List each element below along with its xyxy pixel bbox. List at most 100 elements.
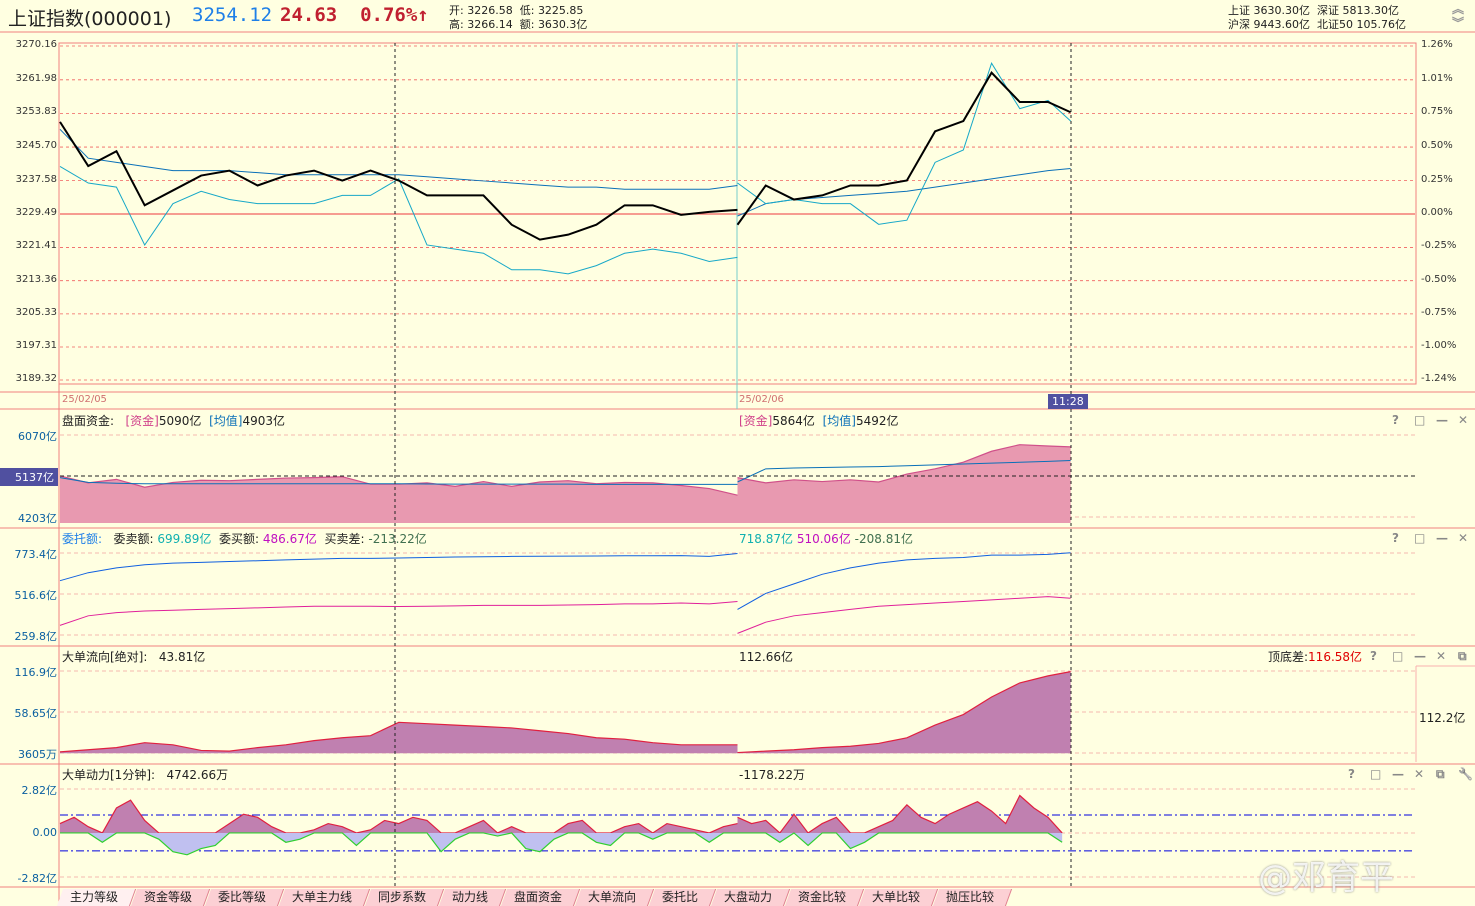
market-amounts-2: 沪深 9443.60亿 北证50 105.76亿 (1228, 18, 1406, 31)
tab-1[interactable]: 资金等级 (130, 889, 211, 906)
tab-6[interactable]: 盘面资金 (501, 889, 581, 906)
y-tick-right-label: -0.25% (1421, 240, 1457, 252)
tab-5[interactable]: 动力线 (438, 889, 507, 906)
tab-2[interactable]: 委比等级 (204, 889, 285, 906)
y-tick-label: 3261.98 (15, 72, 57, 84)
close-icon[interactable]: ✕ (1414, 767, 1425, 781)
tab-4[interactable]: 同步系数 (364, 889, 445, 906)
minimize-icon[interactable]: — (1392, 767, 1404, 781)
flow-tick-label: 116.9亿 (14, 666, 58, 679)
y-tick-right-label: -1.24% (1421, 373, 1457, 384)
y-tick-label: 3253.83 (15, 106, 57, 118)
orders-panel-day2: 718.87亿 510.06亿 -208.81亿 (739, 532, 913, 546)
y-tick-right-label: -1.00% (1421, 339, 1457, 351)
power-negative-area-edge (60, 832, 738, 856)
power-negative-area-edge (737, 832, 1063, 850)
maximize-icon[interactable]: □ (1414, 413, 1426, 427)
y-tick-label: 3197.31 (15, 339, 57, 351)
tab-7[interactable]: 大单流向 (575, 889, 655, 906)
flow-spread: 顶底差:116.58亿 (1268, 650, 1363, 664)
high-amount: 高: 3266.14 额: 3630.3亿 (449, 18, 588, 31)
maximize-icon[interactable]: □ (1370, 767, 1382, 781)
equal-weight-index-line (737, 62, 1071, 225)
tab-0[interactable]: 主力等级 (56, 889, 137, 906)
date-day2: 25/02/06 (739, 394, 784, 405)
flow-tick-label: 58.65亿 (14, 706, 58, 720)
flow-area-edge (59, 721, 738, 753)
restore-icon[interactable]: ⧉ (1436, 767, 1445, 781)
index-name: 上证指数(000001) (8, 8, 172, 30)
flow-panel-day2: 112.66亿 (739, 650, 793, 664)
scroll-down-icon[interactable]: ︾ (1452, 16, 1465, 30)
tab-label: 抛压比较 (946, 890, 995, 904)
power-tick-label: -2.82亿 (17, 871, 57, 885)
fund-average-line (59, 477, 738, 485)
tab-label: 盘面资金 (514, 890, 563, 904)
fund-area (737, 444, 1071, 523)
tab-10[interactable]: 资金比较 (785, 889, 865, 906)
help-icon[interactable]: ? (1392, 413, 1399, 427)
tab-label: 大盘动力 (724, 890, 773, 904)
tab-12[interactable]: 抛压比较 (933, 889, 1013, 906)
tab-label: 动力线 (452, 890, 489, 904)
restore-icon[interactable]: ⧉ (1458, 649, 1467, 663)
scroll-up-icon[interactable]: ︽ (1452, 2, 1465, 16)
help-icon[interactable]: ? (1370, 649, 1377, 663)
price-line (59, 121, 738, 241)
cursor-time-flag: 11:28 (1048, 394, 1088, 409)
fund-reference-label: 5137亿 (0, 467, 58, 486)
flow-panel-title: 大单流向[绝对]: 43.81亿 (62, 650, 206, 664)
settings-wrench-icon[interactable]: 🔧 (1458, 767, 1473, 781)
close-icon[interactable]: ✕ (1458, 413, 1469, 427)
maximize-icon[interactable]: □ (1392, 649, 1404, 663)
power-positive-area-edge (737, 794, 1063, 834)
fund-area-edge (737, 444, 1071, 484)
up-arrow-icon: ↑ (417, 4, 429, 26)
sell-orders-line (59, 553, 738, 582)
power-negative-area (60, 832, 738, 855)
y-tick-right-label: 1.01% (1421, 72, 1453, 84)
minimize-icon[interactable]: — (1414, 649, 1426, 663)
tab-label: 大单主力线 (292, 890, 353, 904)
flow-tick-label: 3605万 (18, 748, 57, 761)
close-icon[interactable]: ✕ (1436, 649, 1447, 663)
minimize-icon[interactable]: — (1436, 531, 1448, 545)
close-icon[interactable]: ✕ (1458, 531, 1469, 545)
minimize-icon[interactable]: — (1436, 413, 1448, 427)
tab-label: 大单流向 (588, 890, 637, 904)
buy-orders-line (737, 596, 1071, 634)
y-tick-label: 3205.33 (15, 306, 57, 318)
market-amounts-1: 上证 3630.30亿 深证 5813.30亿 (1228, 4, 1399, 17)
maximize-icon[interactable]: □ (1414, 531, 1426, 545)
equal-weight-index-line (59, 166, 738, 275)
y-tick-label: 3221.41 (15, 240, 57, 252)
help-icon[interactable]: ? (1392, 531, 1399, 545)
orders-panel-title: 委托额: 委卖额: 699.89亿 委买额: 486.67亿 买卖差: -213… (62, 532, 427, 546)
power-panel-day2: -1178.22万 (739, 768, 805, 782)
flow-area-edge (737, 671, 1071, 754)
y-tick-label: 3213.36 (15, 273, 57, 285)
index-change: 24.63 0.76%↑ (280, 4, 429, 26)
orders-tick-label: 773.4亿 (14, 548, 58, 561)
index-price: 3254.12 (192, 4, 273, 26)
y-tick-label: 3270.16 (15, 39, 57, 50)
fund-panel-title: 盘面资金: [资金]5090亿 [均值]4903亿 (62, 414, 285, 428)
tab-label: 大单比较 (872, 890, 921, 904)
tab-9[interactable]: 大盘动力 (711, 889, 791, 906)
price-line (736, 71, 1072, 226)
help-icon[interactable]: ? (1348, 767, 1355, 781)
tab-label: 委比等级 (218, 890, 267, 904)
average-price-line (737, 168, 1071, 217)
y-tick-right-label: 0.75% (1421, 106, 1453, 118)
indicator-tabs: 主力等级 资金等级 委比等级 大单主力线 同步系数 动力线 盘面资金 大单流向 委托比 大盘动力 资… (56, 889, 1013, 906)
tab-3[interactable]: 大单主力线 (278, 889, 371, 906)
y-tick-right-label: 0.00% (1421, 207, 1453, 219)
y-tick-right-label: 0.50% (1421, 140, 1453, 152)
fund-average-line (737, 459, 1071, 483)
open-low: 开: 3226.58 低: 3225.85 (449, 4, 584, 17)
tab-8[interactable]: 委托比 (649, 889, 717, 906)
y-tick-label: 3237.58 (15, 173, 57, 185)
flow-right-value: 112.2亿 (1419, 711, 1466, 725)
power-tick-label: 2.82亿 (21, 783, 58, 797)
tab-11[interactable]: 大单比较 (859, 889, 939, 906)
